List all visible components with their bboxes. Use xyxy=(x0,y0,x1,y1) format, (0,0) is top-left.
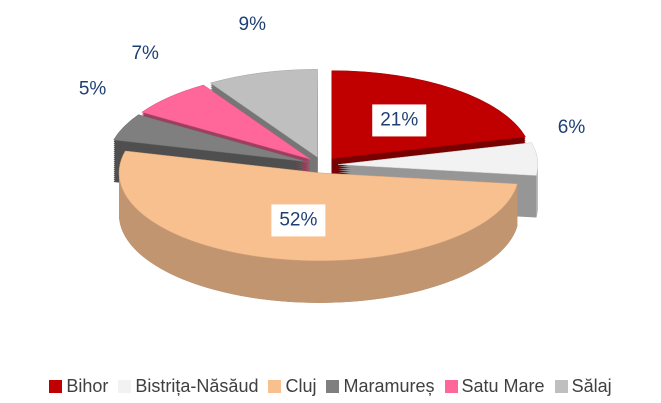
legend-label: Satu Mare xyxy=(461,376,545,396)
data-label: 7% xyxy=(131,43,159,64)
legend-item: Sălaj xyxy=(554,376,612,397)
pie-area: 21% 6% 52% 5% 7% 9% xyxy=(79,14,586,303)
legend-label: Bistrița-Năsăud xyxy=(135,376,259,396)
label-box xyxy=(372,104,427,137)
legend-label: Cluj xyxy=(285,376,317,396)
legend-item: Satu Mare xyxy=(444,376,545,397)
legend-item: Bistrița-Năsăud xyxy=(118,376,258,397)
legend-swatch xyxy=(444,380,458,393)
legend-swatch xyxy=(326,380,340,393)
label-box xyxy=(271,204,326,237)
slice-top xyxy=(331,70,526,159)
slice-top xyxy=(141,84,311,160)
data-label: 6% xyxy=(558,117,586,138)
legend-swatch xyxy=(554,380,568,393)
legend: Bihor Bistrița-Năsăud Cluj Maramureș Satu Ma… xyxy=(0,376,661,397)
data-label: 9% xyxy=(239,14,267,35)
slice-wall xyxy=(119,172,518,303)
slice-wall xyxy=(536,164,538,218)
data-label: 52% xyxy=(279,209,317,230)
legend-swatch xyxy=(118,380,132,393)
slice-top xyxy=(113,114,308,163)
legend-swatch xyxy=(49,380,63,393)
legend-item: Cluj xyxy=(268,376,316,397)
data-label: 21% xyxy=(380,109,418,130)
slice-top xyxy=(337,142,539,176)
legend-label: Bihor xyxy=(66,376,109,396)
legend-swatch xyxy=(268,380,282,393)
data-label: 5% xyxy=(79,79,107,100)
legend-label: Sălaj xyxy=(571,376,612,396)
slice-top xyxy=(209,69,318,158)
legend-label: Maramureș xyxy=(343,376,435,396)
legend-item: Maramureș xyxy=(326,376,435,397)
legend-item: Bihor xyxy=(49,376,108,397)
